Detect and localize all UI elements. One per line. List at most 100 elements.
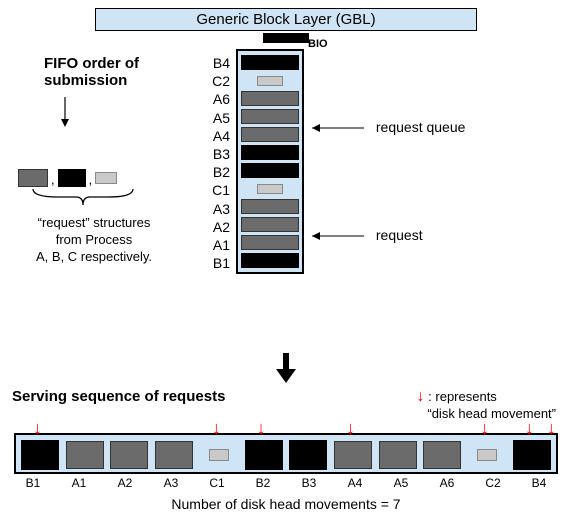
serving-item-label: A5: [382, 476, 420, 490]
gbl-region: Generic Block Layer (GBL) BIO: [8, 8, 564, 43]
red-arrow-icon: ↓: [417, 388, 425, 405]
queue-slot: [241, 199, 299, 214]
legend-brace-icon: [28, 187, 128, 212]
red-arrow-icon: ↓: [480, 418, 489, 439]
request-block: [513, 440, 551, 470]
request-block: [155, 441, 193, 469]
queue-slot: [241, 217, 299, 232]
request-block: [241, 109, 299, 124]
request-block: [245, 440, 283, 470]
big-arrow-icon: [8, 353, 564, 386]
serving-item-label: B1: [14, 476, 52, 490]
queue-slot: [241, 235, 299, 250]
serving-item-label: A1: [60, 476, 98, 490]
red-arrow-icon: ↓: [257, 418, 266, 439]
fifo-arrow-icon: [58, 97, 72, 130]
queue-slot: [241, 73, 299, 88]
queue-slot: [241, 109, 299, 124]
head-move-legend: ↓ : represents “disk head movement”: [417, 388, 556, 421]
gbl-label: Generic Block Layer (GBL): [196, 11, 375, 28]
serving-item-label: B4: [520, 476, 558, 490]
request-block: [241, 163, 299, 178]
queue-item-label: B1: [206, 255, 230, 271]
request-block: [241, 217, 299, 232]
queue-item-label: C2: [206, 73, 230, 89]
serving-slot: [66, 440, 104, 470]
serving-item-label: B3: [290, 476, 328, 490]
red-arrow-icon: ↓: [547, 418, 553, 439]
serving-sequence: ↓↓↓↓↓↓↓: [14, 433, 558, 474]
request-block: [241, 91, 299, 106]
request-block: [289, 440, 327, 470]
serving-slot: ↓: [21, 440, 59, 470]
queue-slot: [241, 253, 299, 268]
request-block: [110, 441, 148, 469]
request-block: [209, 449, 229, 461]
serving-slot: ↓↓: [513, 440, 551, 470]
queue-item-label: A6: [206, 91, 230, 107]
request-block: [241, 199, 299, 214]
queue-item-label: B3: [206, 146, 230, 162]
queue-slot: [241, 127, 299, 142]
callout-request-queue: request queue: [312, 119, 465, 135]
legend2-text1: : represents: [428, 389, 497, 404]
serving-slot: ↓: [334, 440, 372, 470]
queue-item-label: A1: [206, 237, 230, 253]
queue-item-label: C1: [206, 182, 230, 198]
queue-item-label: A5: [206, 110, 230, 126]
serving-slot: ↓: [468, 440, 506, 470]
request-block: [241, 253, 299, 268]
queue-item-label: A2: [206, 219, 230, 235]
request-block: [257, 184, 283, 194]
queue-slot: [241, 145, 299, 160]
serving-item-label: C2: [474, 476, 512, 490]
serving-item-label: A2: [106, 476, 144, 490]
queue-slot: [241, 55, 299, 70]
queue-slot: [241, 181, 299, 196]
serving-slot: ↓: [245, 440, 283, 470]
request-block: [21, 440, 59, 470]
serving-item-label: B2: [244, 476, 282, 490]
red-arrow-icon: ↓: [212, 418, 221, 439]
legend-caption2: from Process: [56, 232, 133, 247]
queue-slot: [241, 163, 299, 178]
serving-labels: B1 A1 A2 A3 C1 B2 B3 A4 A5 A6 C2 B4: [14, 476, 558, 490]
request-block: [477, 449, 497, 461]
red-arrow-icon: ↓: [525, 418, 534, 439]
request-block: [66, 441, 104, 469]
request-block: [334, 441, 372, 469]
fifo-caption: FIFO order of submission: [44, 55, 139, 89]
queue-item-label: B4: [206, 55, 230, 71]
red-arrow-icon: ↓: [346, 418, 355, 439]
gbl-box: Generic Block Layer (GBL): [95, 8, 477, 31]
serving-slot: [110, 440, 148, 470]
serving-slot: [155, 440, 193, 470]
queue-region: FIFO order of submission , , “request” s…: [8, 49, 564, 349]
legend2-text2: “disk head movement”: [427, 406, 556, 421]
queue-item-label: A4: [206, 128, 230, 144]
serving-item-label: A4: [336, 476, 374, 490]
footer-text: Number of disk head movements = 7: [8, 496, 564, 512]
queue-slot: [241, 91, 299, 106]
serving-region: ↓ : represents “disk head movement” Serv…: [8, 388, 564, 490]
callout-r-text: request: [376, 227, 423, 243]
bio-box: [263, 33, 309, 43]
request-block: [257, 76, 283, 86]
serving-slot: [379, 440, 417, 470]
serving-slot: [423, 440, 461, 470]
callout-rq-text: request queue: [376, 119, 466, 135]
serving-item-label: A6: [428, 476, 466, 490]
request-block: [241, 55, 299, 70]
serving-item-label: C1: [198, 476, 236, 490]
serving-item-label: A3: [152, 476, 190, 490]
request-block: [379, 441, 417, 469]
request-block: [423, 441, 461, 469]
fifo-line1: FIFO order of: [44, 55, 139, 72]
request-queue: [236, 49, 304, 274]
serving-slot: ↓: [200, 440, 238, 470]
request-block: [241, 145, 299, 160]
request-block: [241, 235, 299, 250]
legend-caption: “request” structures from Process A, B, …: [14, 215, 174, 266]
fifo-line2: submission: [44, 72, 127, 89]
queue-item-label: A3: [206, 201, 230, 217]
